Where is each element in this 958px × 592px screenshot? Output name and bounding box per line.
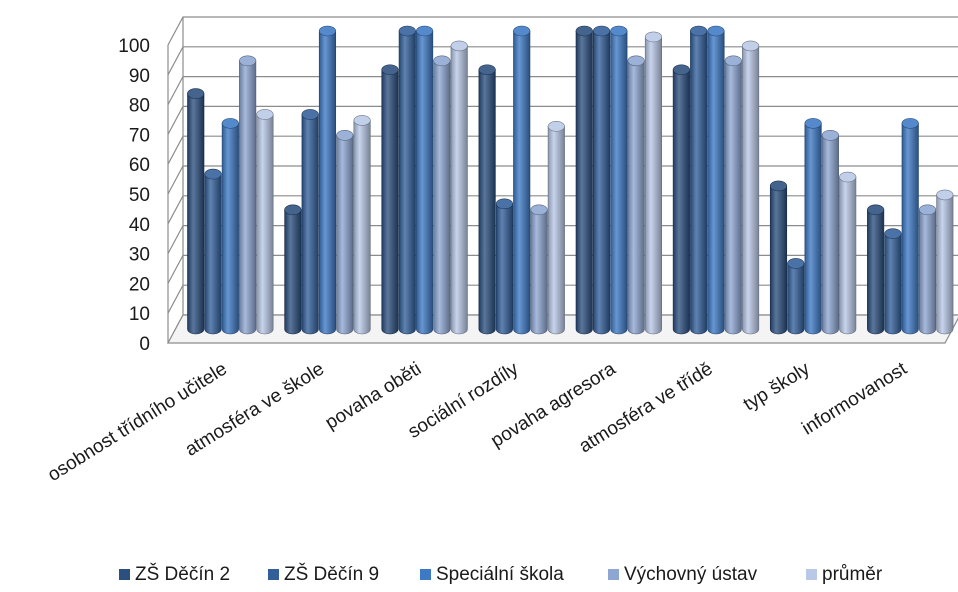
bar-zs-decin-2-typ-skoly — [769, 180, 788, 335]
bar-vychovny-ustav-atmosfera-ve-skole — [336, 130, 354, 335]
y-tick-label: 20 — [129, 274, 150, 295]
bar-specialni-skola-osobnost-tridniho-ucitele — [221, 118, 239, 335]
legend-label: ZŠ Děčín 9 — [284, 563, 379, 585]
bar-zs-decin-2-socialni-rozdily — [478, 64, 496, 335]
bar-zs-decin-2-informovanost — [867, 204, 885, 335]
bar-zs-decin-2-atmosfera-ve-skole — [284, 204, 302, 335]
y-tick-label: 40 — [129, 215, 150, 236]
bar-zs-decin-9-osobnost-tridniho-ucitele — [204, 168, 222, 335]
bar-vychovny-ustav-atmosfera-ve-tride — [724, 55, 742, 335]
legend-swatch — [119, 569, 130, 580]
legend-swatch — [268, 569, 279, 580]
legend-swatch — [806, 569, 817, 580]
chart-bars — [187, 25, 954, 335]
bar-specialni-skola-atmosfera-ve-tride — [707, 25, 725, 335]
bar-prumer-informovanost — [936, 189, 954, 335]
bar-vychovny-ustav-typ-skoly — [821, 130, 839, 335]
bar-zs-decin-9-atmosfera-ve-tride — [690, 25, 708, 335]
bar-zs-decin-9-informovanost — [884, 228, 902, 335]
bar-prumer-atmosfera-ve-skole — [353, 115, 371, 335]
bar-zs-decin-2-povaha-agresora — [575, 25, 593, 335]
bar-vychovny-ustav-socialni-rozdily — [530, 204, 548, 335]
legend-swatch — [608, 569, 619, 580]
y-tick-label: 80 — [129, 96, 150, 117]
legend-item-zs-decin-2: ZŠ Děčín 2 — [119, 563, 230, 585]
bar-zs-decin-9-atmosfera-ve-skole — [301, 109, 319, 335]
bar-specialni-skola-typ-skoly — [804, 118, 822, 335]
bar-prumer-osobnost-tridniho-ucitele — [256, 109, 274, 335]
bar-zs-decin-2-atmosfera-ve-tride — [672, 64, 690, 335]
bar-prumer-povaha-obeti — [450, 40, 468, 335]
bar-zs-decin-9-typ-skoly — [787, 258, 805, 335]
y-axis-tick-labels: 0 10 20 30 40 50 60 70 80 90 100 — [118, 36, 150, 355]
legend-item-prumer: průměr — [806, 564, 883, 585]
bar-specialni-skola-povaha-obeti — [416, 25, 434, 335]
category-label-informovanost: informovanost — [798, 358, 911, 439]
bar-specialni-skola-atmosfera-ve-skole — [318, 25, 337, 335]
y-tick-label: 50 — [129, 185, 150, 206]
category-label-osobnost-tridniho-ucitele: osobnost třídního učitele — [44, 358, 231, 486]
legend-item-specialni-skola: Speciální škola — [420, 564, 564, 585]
bar-vychovny-ustav-povaha-agresora — [627, 55, 645, 335]
legend-label: Výchovný ústav — [624, 564, 758, 585]
y-tick-label: 100 — [118, 36, 150, 57]
legend-item-vychovny-ustav: Výchovný ústav — [608, 564, 758, 585]
bar-vychovny-ustav-osobnost-tridniho-ucitele — [239, 55, 257, 335]
bar-zs-decin-9-povaha-obeti — [398, 25, 416, 335]
bar-zs-decin-2-povaha-obeti — [381, 64, 399, 335]
bar-prumer-typ-skoly — [839, 171, 857, 335]
bar-specialni-skola-povaha-agresora — [610, 25, 628, 335]
bar-prumer-atmosfera-ve-tride — [742, 40, 760, 335]
bar-vychovny-ustav-informovanost — [918, 204, 937, 335]
y-tick-label: 70 — [129, 125, 150, 146]
bar-zs-decin-2-osobnost-tridniho-ucitele — [187, 88, 205, 335]
legend-item-zs-decin-9: ZŠ Děčín 9 — [268, 563, 379, 585]
y-tick-label: 0 — [139, 334, 150, 355]
bar-prumer-povaha-agresora — [644, 31, 663, 335]
bar-zs-decin-9-socialni-rozdily — [495, 198, 513, 335]
y-tick-label: 90 — [129, 66, 150, 87]
category-label-typ-skoly: typ školy — [740, 358, 814, 415]
legend-label: ZŠ Děčín 2 — [135, 563, 230, 585]
chart-legend: ZŠ Děčín 2 ZŠ Děčín 9 Speciální škola Výcho… — [119, 563, 883, 585]
bar-vychovny-ustav-povaha-obeti — [433, 55, 451, 335]
bar-prumer-socialni-rozdily — [547, 121, 565, 335]
legend-label: Speciální škola — [436, 564, 564, 585]
bar-zs-decin-9-povaha-agresora — [592, 25, 611, 335]
legend-label: průměr — [822, 564, 883, 585]
legend-swatch — [420, 569, 431, 580]
bar-specialni-skola-informovanost — [901, 118, 919, 335]
y-tick-label: 30 — [129, 245, 150, 266]
y-tick-label: 60 — [129, 155, 150, 176]
bar-specialni-skola-socialni-rozdily — [513, 25, 531, 335]
y-tick-label: 10 — [129, 304, 150, 325]
